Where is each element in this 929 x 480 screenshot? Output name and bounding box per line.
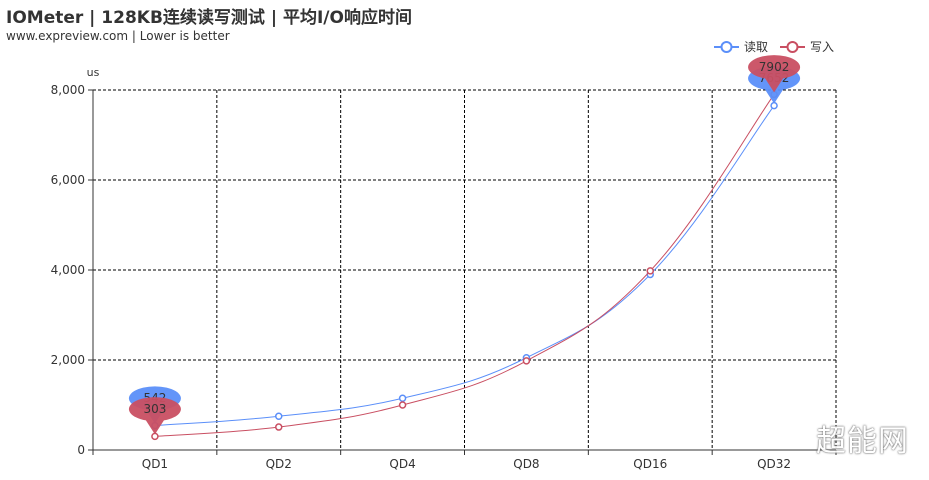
data-point[interactable] [646, 267, 654, 275]
x-tick-label: QD16 [633, 457, 667, 471]
chart-subtitle: www.expreview.com | Lower is better [6, 29, 230, 43]
series-line-write [154, 94, 775, 437]
data-labels: 54276523037902 [128, 55, 801, 435]
series-line-read [154, 105, 775, 427]
y-axis-unit: us [87, 66, 100, 79]
x-tick-label: QD2 [266, 457, 292, 471]
legend-read-label: 读取 [744, 40, 769, 54]
chart-legend: 读取 写入 [714, 38, 834, 55]
watermark: 超能网 [816, 424, 909, 459]
data-point[interactable] [398, 401, 407, 409]
data-point[interactable] [522, 357, 531, 365]
y-tick-label: 0 [77, 443, 85, 457]
pin-shape [128, 397, 181, 435]
grid [93, 89, 837, 450]
data-label: 303 [143, 402, 166, 416]
y-tick-label: 6,000 [51, 173, 85, 187]
y-tick-label: 4,000 [51, 263, 85, 277]
legend-read-icon [714, 40, 739, 53]
data-label: 7902 [759, 60, 790, 74]
pin-write-QD32: 7902 [748, 55, 801, 93]
y-tick-label: 8,000 [51, 83, 85, 97]
legend-write-label: 写入 [810, 40, 835, 54]
legend-item-read[interactable]: 读取 [714, 38, 768, 55]
y-tick-label: 2,000 [51, 353, 85, 367]
x-tick-label: QD8 [513, 457, 539, 471]
x-tick-label: QD32 [757, 457, 791, 471]
x-tick-label: QD4 [389, 457, 415, 471]
x-tick-label: QD1 [142, 457, 168, 471]
data-point[interactable] [275, 412, 283, 420]
series [151, 90, 778, 441]
data-point[interactable] [275, 423, 283, 431]
legend-write-icon [780, 40, 806, 53]
chart-title: IOMeter | 128KB连续读写测试 | 平均I/O响应时间 [6, 8, 412, 28]
pin-shape [748, 55, 801, 93]
legend-item-write[interactable]: 写入 [780, 38, 834, 55]
pin-write-QD1: 303 [128, 397, 181, 435]
data-point[interactable] [398, 394, 407, 402]
